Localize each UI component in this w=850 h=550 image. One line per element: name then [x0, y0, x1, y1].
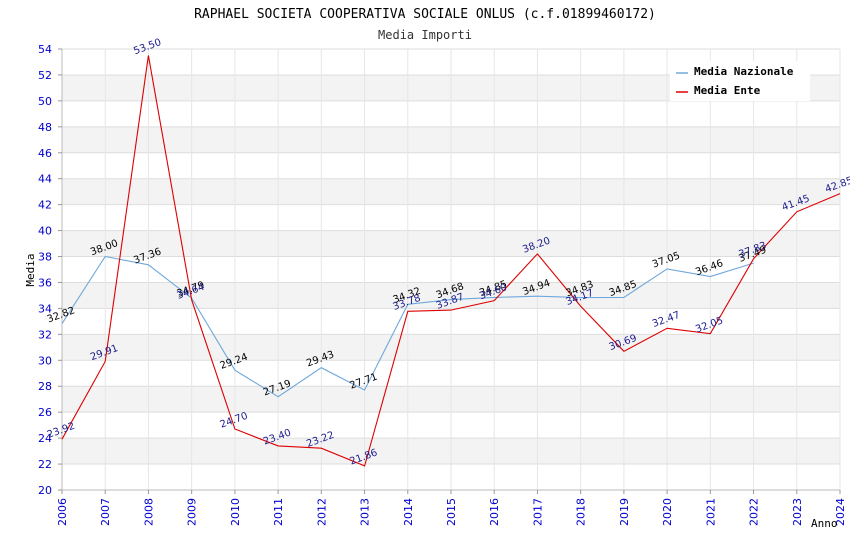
- y-tick-label: 50: [38, 95, 52, 108]
- x-tick-label: 2007: [99, 498, 112, 526]
- y-tick-label: 48: [38, 121, 52, 134]
- x-tick-label: 2011: [272, 498, 285, 526]
- y-tick-label: 42: [38, 199, 52, 212]
- data-label-ente: 32.47: [651, 310, 682, 330]
- y-tick-label: 34: [38, 302, 52, 315]
- y-tick-label: 20: [38, 484, 52, 497]
- data-label-ente: 32.05: [694, 315, 725, 335]
- data-label-nazionale: 36.46: [694, 258, 725, 278]
- x-tick-label: 2008: [142, 498, 155, 526]
- y-tick-label: 40: [38, 225, 52, 238]
- x-tick-label: 2015: [445, 498, 458, 526]
- x-tick-label: 2024: [834, 498, 847, 526]
- y-tick-label: 36: [38, 276, 52, 289]
- x-tick-label: 2010: [229, 498, 242, 526]
- y-tick-label: 30: [38, 354, 52, 367]
- legend-label-nazionale: Media Nazionale: [694, 65, 794, 78]
- y-axis-ticks: 20 22 24 26 28 30 32 34 36 38 40 42 44 46 48 50 52 54: [38, 43, 62, 497]
- x-tick-label: 2017: [531, 498, 544, 526]
- x-tick-label: 2016: [488, 498, 501, 526]
- legend-label-ente: Media Ente: [694, 84, 761, 97]
- series-line-nazionale: [61, 255, 754, 398]
- chart-title: RAPHAEL SOCIETA COOPERATIVA SOCIALE ONLU…: [194, 7, 656, 22]
- x-axis-label: Anno: [811, 517, 838, 530]
- y-tick-label: 44: [38, 173, 52, 186]
- legend: Media Nazionale Media Ente: [670, 61, 810, 101]
- y-tick-label: 26: [38, 406, 52, 419]
- y-tick-label: 46: [38, 147, 52, 160]
- x-tick-label: 2018: [575, 498, 588, 526]
- legend-box: [670, 61, 810, 101]
- y-tick-label: 22: [38, 458, 52, 471]
- y-tick-label: 54: [38, 43, 52, 56]
- x-tick-label: 2022: [748, 498, 761, 526]
- x-tick-label: 2014: [402, 498, 415, 526]
- y-tick-label: 24: [38, 432, 52, 445]
- x-tick-label: 2019: [618, 498, 631, 526]
- x-tick-label: 2020: [661, 498, 674, 526]
- y-tick-label: 32: [38, 328, 52, 341]
- y-tick-label: 28: [38, 380, 52, 393]
- x-tick-label: 2021: [704, 498, 717, 526]
- data-label-ente: 53.50: [132, 37, 163, 57]
- x-tick-label: 2013: [359, 498, 372, 526]
- x-tick-label: 2012: [315, 498, 328, 526]
- gridlines: [61, 48, 841, 491]
- y-tick-label: 52: [38, 69, 52, 82]
- x-tick-label: 2009: [186, 498, 199, 526]
- series-line-ente: [61, 55, 841, 467]
- y-tick-label: 38: [38, 251, 52, 264]
- x-tick-label: 2006: [56, 498, 69, 526]
- y-axis-label: Media: [24, 253, 37, 286]
- x-tick-label: 2023: [791, 498, 804, 526]
- x-axis-ticks: 2006 2007 2008 2009 2010 2011 2012 2013 2014 2015…: [56, 490, 847, 526]
- series-lines: [61, 55, 841, 467]
- chart-subtitle: Media Importi: [378, 28, 472, 42]
